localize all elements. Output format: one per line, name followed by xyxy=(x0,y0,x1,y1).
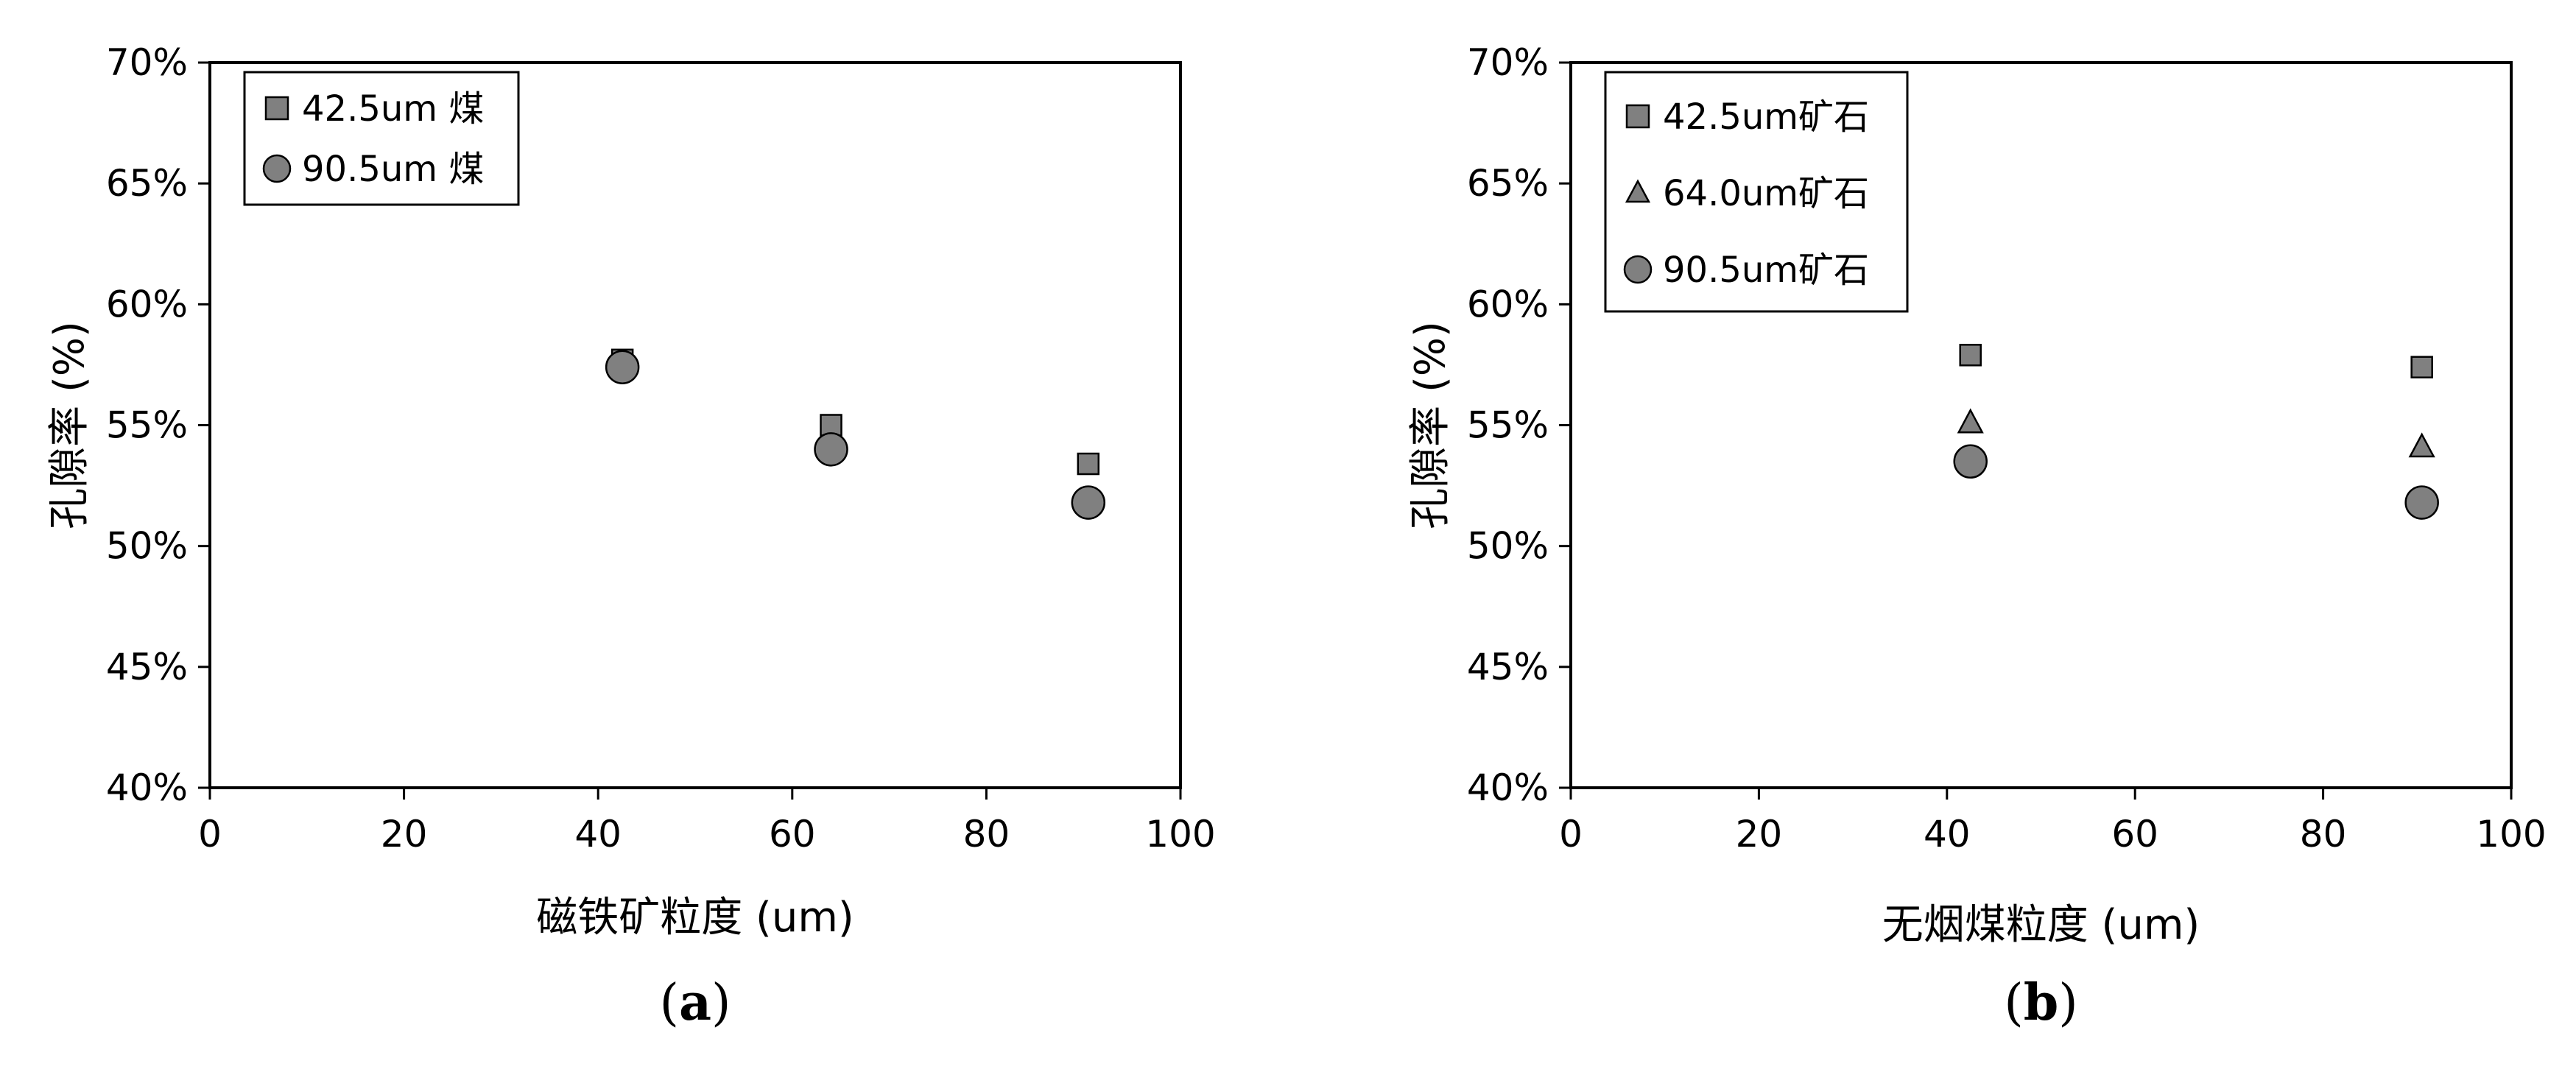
data-point xyxy=(2404,485,2439,520)
series-2 xyxy=(1957,408,2435,458)
panel-label: (a) xyxy=(659,973,731,1032)
y-axis-label: 孔隙率 (%) xyxy=(46,321,94,529)
legend-entry: 90.5um矿石 xyxy=(1663,250,1869,291)
panel-letter: a xyxy=(679,973,711,1032)
data-point xyxy=(1957,408,1984,434)
legend-entry: 90.5um 煤 xyxy=(302,149,484,190)
x-tick-label: 80 xyxy=(2300,813,2347,855)
legend-entry: 64.0um矿石 xyxy=(1663,173,1869,214)
legend-triangle-icon xyxy=(1625,179,1651,203)
chart-panel-b: 0 20 40 60 80 100 40% 45% 50% 55% 60% 65% 70% 无烟煤粒度 (… xyxy=(1407,41,2547,1032)
y-tick-label: 45% xyxy=(106,646,188,688)
x-tick-label: 80 xyxy=(963,813,1010,855)
y-tick-label: 65% xyxy=(106,162,188,205)
x-tick-label: 20 xyxy=(381,813,428,855)
x-tick-label: 0 xyxy=(1559,813,1583,855)
x-tick-label: 20 xyxy=(1736,813,1783,855)
y-tick-label: 60% xyxy=(106,283,188,325)
series-2 xyxy=(605,350,1106,520)
legend-entry: 42.5um 煤 xyxy=(302,88,484,130)
x-tick-label: 60 xyxy=(769,813,816,855)
legend-box xyxy=(1604,71,1909,313)
panel-letter: b xyxy=(2024,973,2059,1032)
legend-marker-1 xyxy=(264,96,289,121)
legend-marker-2 xyxy=(262,154,292,183)
x-axis-label: 磁铁矿粒度 (um) xyxy=(536,894,854,942)
legend-square-icon xyxy=(264,96,289,121)
data-point xyxy=(1953,444,1988,479)
legend: 42.5um矿石 64.0um矿石 90.5um矿石 xyxy=(1604,71,1909,313)
x-tick-label: 60 xyxy=(2111,813,2158,855)
legend: 42.5um 煤 90.5um 煤 xyxy=(243,71,520,206)
x-tick-label: 40 xyxy=(574,813,622,855)
y-tick-label: 60% xyxy=(1467,283,1549,325)
legend-circle-icon xyxy=(1623,255,1653,284)
x-tick-label: 100 xyxy=(2476,813,2546,855)
x-tick-label: 0 xyxy=(198,813,222,855)
data-point xyxy=(1071,485,1106,520)
y-tick-label: 70% xyxy=(106,41,188,84)
series-1 xyxy=(610,348,1100,476)
y-tick-label: 40% xyxy=(1467,766,1549,809)
series-3 xyxy=(1953,444,2439,520)
x-tick-label: 100 xyxy=(1145,813,1215,855)
legend-box xyxy=(243,71,520,206)
data-point xyxy=(1959,344,1982,367)
legend-marker-2 xyxy=(1625,179,1651,203)
data-point xyxy=(814,432,848,467)
legend-marker-3 xyxy=(1623,255,1653,284)
data-point xyxy=(2410,356,2433,378)
data-point xyxy=(1077,452,1100,476)
y-tick-label: 50% xyxy=(106,525,188,568)
y-tick-label: 70% xyxy=(1467,41,1549,84)
y-tick-label: 50% xyxy=(1467,525,1549,568)
y-tick-label: 55% xyxy=(106,404,188,447)
y-tick-label: 55% xyxy=(1467,404,1549,447)
legend-circle-icon xyxy=(262,154,292,183)
y-axis-label: 孔隙率 (%) xyxy=(1407,321,1454,529)
y-tick-label: 65% xyxy=(1467,162,1549,205)
series-1 xyxy=(1959,344,2433,378)
x-axis-label: 无烟煤粒度 (um) xyxy=(1882,901,2200,949)
y-tick-label: 40% xyxy=(106,766,188,809)
legend-marker-1 xyxy=(1625,104,1650,129)
y-tick-label: 45% xyxy=(1467,646,1549,688)
data-point xyxy=(605,350,640,384)
legend-entry: 42.5um矿石 xyxy=(1663,96,1869,138)
data-point xyxy=(2408,432,2435,458)
legend-square-icon xyxy=(1625,104,1650,129)
chart-panel-a: 0 20 40 60 80 100 40% 45% 50% 55% 60% 65% 70% 磁铁矿粒度 (… xyxy=(46,41,1216,1032)
x-tick-label: 40 xyxy=(1924,813,1971,855)
panel-label: (b) xyxy=(2004,973,2078,1032)
